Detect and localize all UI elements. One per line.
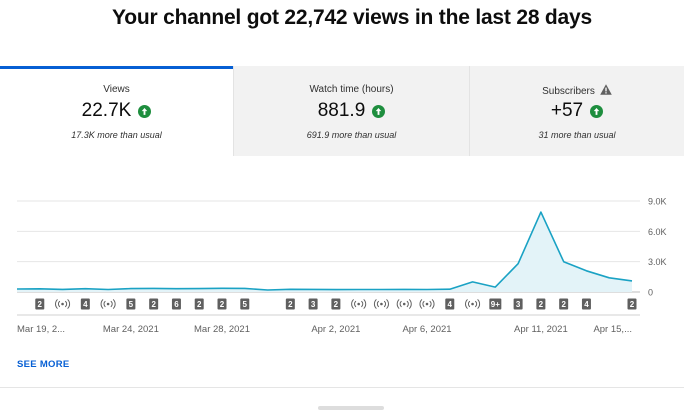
video-count-marker[interactable]: 2 bbox=[536, 298, 546, 310]
arrow-up-circle-icon bbox=[138, 104, 152, 118]
x-tick-label: Apr 15,... bbox=[593, 324, 632, 335]
page-title: Your channel got 22,742 views in the las… bbox=[112, 6, 592, 29]
video-count-marker[interactable]: 5 bbox=[126, 298, 136, 310]
marker-count-label: 5 bbox=[129, 300, 134, 309]
marker-count-label: 6 bbox=[174, 300, 179, 309]
scroll-handle[interactable] bbox=[318, 406, 384, 410]
video-count-marker[interactable]: 2 bbox=[285, 298, 295, 310]
warning-icon[interactable] bbox=[600, 84, 612, 95]
video-count-marker[interactable]: 2 bbox=[194, 298, 204, 310]
y-tick-label: 9.0K bbox=[648, 197, 667, 207]
video-count-marker[interactable]: 3 bbox=[513, 298, 523, 310]
marker-count-label: 2 bbox=[334, 300, 339, 309]
marker-count-label: 4 bbox=[448, 300, 453, 309]
video-count-marker[interactable]: 5 bbox=[240, 298, 250, 310]
x-tick-label: Mar 24, 2021 bbox=[103, 324, 159, 335]
see-more-link[interactable]: SEE MORE bbox=[17, 359, 70, 370]
x-tick-label: Apr 2, 2021 bbox=[311, 324, 360, 335]
divider bbox=[0, 387, 684, 388]
marker-count-label: 2 bbox=[197, 300, 202, 309]
video-count-marker[interactable]: 2 bbox=[627, 298, 637, 310]
marker-count-label: 4 bbox=[584, 300, 589, 309]
y-tick-label: 3.0K bbox=[648, 257, 667, 267]
tab-label: Views bbox=[103, 84, 130, 95]
live-stream-icon[interactable] bbox=[396, 299, 412, 309]
y-tick-label: 6.0K bbox=[648, 227, 667, 237]
tab-comparison: 17.3K more than usual bbox=[71, 130, 162, 140]
tab-label: Subscribers bbox=[470, 84, 684, 97]
marker-count-label: 5 bbox=[243, 300, 248, 309]
tab-value: 881.9 bbox=[317, 100, 366, 121]
tab-views[interactable]: Views 22.7K 17.3K more than usual bbox=[0, 66, 233, 156]
marker-count-label: 3 bbox=[311, 300, 316, 309]
metric-tabs: Views 22.7K 17.3K more than usual Watch … bbox=[0, 66, 684, 156]
video-count-marker[interactable]: 2 bbox=[331, 298, 341, 310]
tab-value: 22.7K bbox=[81, 100, 132, 121]
marker-count-label: 4 bbox=[83, 300, 88, 309]
tab-label-text: Subscribers bbox=[542, 86, 595, 97]
video-count-marker[interactable]: 2 bbox=[149, 298, 159, 310]
video-count-marker[interactable]: 2 bbox=[559, 298, 569, 310]
live-stream-icon[interactable] bbox=[100, 299, 116, 309]
live-stream-icon[interactable] bbox=[351, 299, 367, 309]
video-count-marker[interactable]: 6 bbox=[171, 298, 181, 310]
live-stream-icon[interactable] bbox=[465, 299, 481, 309]
video-count-marker[interactable]: 4 bbox=[445, 298, 455, 310]
arrow-up-circle-icon bbox=[372, 104, 386, 118]
marker-count-label: 2 bbox=[220, 300, 225, 309]
marker-count-label: 2 bbox=[630, 300, 635, 309]
tab-value: +57 bbox=[550, 100, 584, 121]
live-stream-icon[interactable] bbox=[419, 299, 435, 309]
tab-comparison: 31 more than usual bbox=[538, 130, 616, 140]
live-stream-icon[interactable] bbox=[55, 299, 71, 309]
tab-comparison: 691.9 more than usual bbox=[306, 130, 397, 140]
views-area bbox=[17, 212, 632, 292]
marker-count-label: 2 bbox=[38, 300, 43, 309]
marker-count-label: 2 bbox=[539, 300, 544, 309]
x-tick-label: Apr 6, 2021 bbox=[402, 324, 451, 335]
marker-count-label: 9+ bbox=[491, 300, 500, 309]
tab-watch-time[interactable]: Watch time (hours) 881.9 691.9 more than… bbox=[233, 66, 469, 156]
video-count-marker[interactable]: 3 bbox=[308, 298, 318, 310]
marker-count-label: 2 bbox=[288, 300, 293, 309]
video-count-marker[interactable]: 2 bbox=[35, 298, 45, 310]
live-stream-icon[interactable] bbox=[373, 299, 389, 309]
video-count-marker[interactable]: 4 bbox=[80, 298, 90, 310]
video-count-marker[interactable]: 9+ bbox=[489, 298, 502, 310]
views-chart[interactable]: 0 3.0K 6.0K 9.0K 2 4 5 2 6 2 2 5 2 3 2 4 9+ 3 2 2 4 2 Mar 19, … bbox=[0, 185, 684, 345]
x-tick-label: Mar 19, 2... bbox=[17, 324, 65, 335]
marker-count-label: 2 bbox=[561, 300, 566, 309]
marker-count-label: 3 bbox=[516, 300, 521, 309]
tab-label: Watch time (hours) bbox=[309, 84, 394, 95]
video-count-marker[interactable]: 2 bbox=[217, 298, 227, 310]
x-tick-label: Apr 11, 2021 bbox=[514, 324, 568, 335]
views-line bbox=[16, 211, 633, 291]
y-tick-label: 0 bbox=[648, 288, 653, 298]
video-count-marker[interactable]: 4 bbox=[581, 298, 591, 310]
tab-subscribers[interactable]: Subscribers +57 31 more than usual bbox=[469, 66, 684, 156]
marker-count-label: 2 bbox=[151, 300, 156, 309]
x-tick-label: Mar 28, 2021 bbox=[194, 324, 250, 335]
arrow-up-circle-icon bbox=[590, 104, 604, 118]
